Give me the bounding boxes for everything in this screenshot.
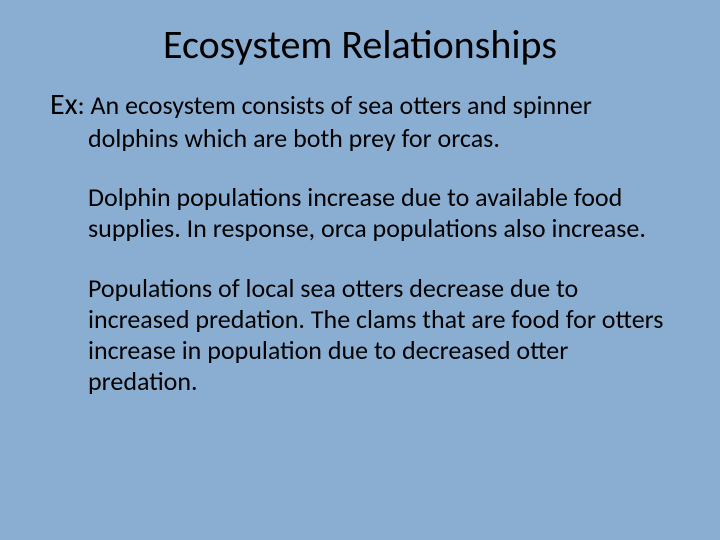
p1-firstline: : An ecosystem consists of sea otters an… — [78, 89, 592, 121]
paragraph-3: Populations of local sea otters decrease… — [50, 273, 670, 398]
slide-title: Ecosystem Relationships — [50, 20, 670, 69]
paragraph-2: Dolphin populations increase due to avai… — [50, 182, 670, 244]
slide-body: Ex: An ecosystem consists of sea otters … — [50, 87, 670, 397]
p1-rest: dolphins which are both prey for orcas. — [50, 123, 670, 154]
example-label: Ex — [50, 86, 78, 123]
paragraph-1: Ex: An ecosystem consists of sea otters … — [50, 87, 670, 154]
